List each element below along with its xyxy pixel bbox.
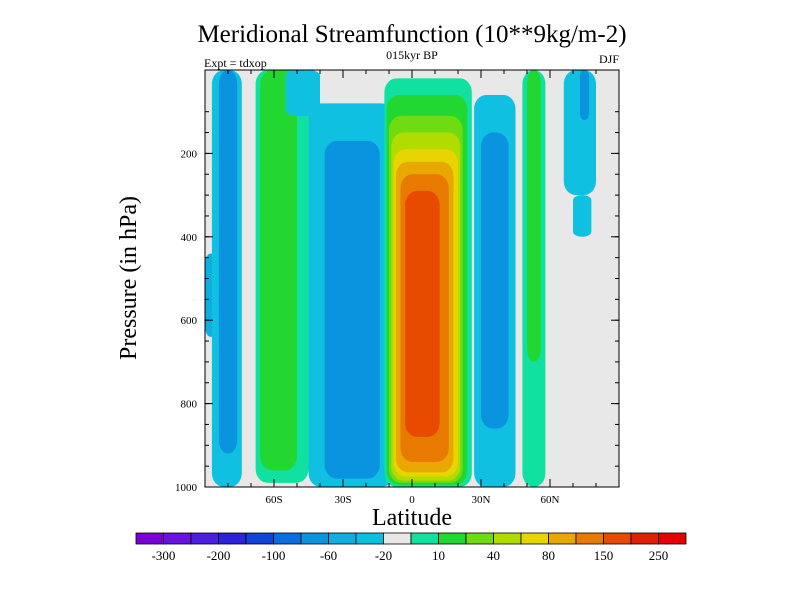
contour-region <box>527 70 541 362</box>
colorbar-swatch <box>273 532 302 545</box>
contour-region <box>285 70 320 116</box>
contour-region <box>405 190 440 437</box>
colorbar-swatch <box>190 532 219 545</box>
colorbar-swatch <box>245 532 274 545</box>
colorbar-label: -20 <box>375 548 392 563</box>
x-tick-label: 60N <box>541 494 560 506</box>
colorbar-swatch <box>163 532 192 545</box>
colorbar-swatch <box>135 532 164 545</box>
colorbar-label: -200 <box>207 548 231 563</box>
colorbar-label: -300 <box>152 548 176 563</box>
y-tick-label: 200 <box>181 148 198 160</box>
contour-region <box>260 70 297 471</box>
x-axis-label: Latitude <box>372 505 452 531</box>
colorbar-swatch <box>383 532 412 545</box>
x-tick-label: 60S <box>265 494 282 506</box>
colorbar-swatch <box>548 532 577 545</box>
y-tick-label: 1000 <box>175 482 198 494</box>
colorbar-label: 40 <box>487 548 500 563</box>
x-tick-label: 30S <box>334 494 351 506</box>
colorbar-swatch <box>465 532 494 545</box>
x-tick-label: 0 <box>409 494 415 506</box>
colorbar-swatch <box>493 532 522 545</box>
contour-region <box>573 195 592 237</box>
colorbar-swatch <box>438 532 467 545</box>
colorbar-swatch <box>218 532 247 545</box>
colorbar-swatch <box>658 532 687 545</box>
experiment-label: Expt = tdxop <box>204 56 267 70</box>
season-label: DJF <box>599 52 619 66</box>
colorbar-swatch <box>300 532 329 545</box>
chart-title: Meridional Streamfunction (10**9kg/m-2) <box>197 21 626 48</box>
y-tick-label: 400 <box>181 232 198 244</box>
y-axis-label: Pressure (in hPa) <box>116 196 142 360</box>
colorbar-swatch <box>603 532 632 545</box>
colorbar-label: 80 <box>542 548 555 563</box>
colorbar-swatch <box>575 532 604 545</box>
contour-region <box>218 70 238 454</box>
colorbar-swatch <box>630 532 659 545</box>
period-label: 015kyr BP <box>386 48 438 62</box>
colorbar-swatch <box>410 532 439 545</box>
contour-region <box>324 140 380 479</box>
colorbar-label: 150 <box>594 548 614 563</box>
plot-area: 60S 30S 0 30N 60N 200 400 600 800 1000 <box>175 69 620 506</box>
contour-region <box>481 132 509 429</box>
y-tick-label: 600 <box>181 315 198 327</box>
colorbar: -300 -200 -100 -60 -20 10 40 80 150 250 <box>135 532 687 563</box>
colorbar-label: -60 <box>320 548 337 563</box>
x-tick-label: 30N <box>472 494 491 506</box>
colorbar-swatch <box>328 532 357 545</box>
colorbar-swatch <box>520 532 549 545</box>
contour-region <box>579 70 590 121</box>
colorbar-label: 250 <box>649 548 669 563</box>
colorbar-label: 10 <box>432 548 445 563</box>
colorbar-label: -100 <box>262 548 286 563</box>
colorbar-swatch <box>355 532 384 545</box>
y-tick-label: 800 <box>181 399 198 411</box>
